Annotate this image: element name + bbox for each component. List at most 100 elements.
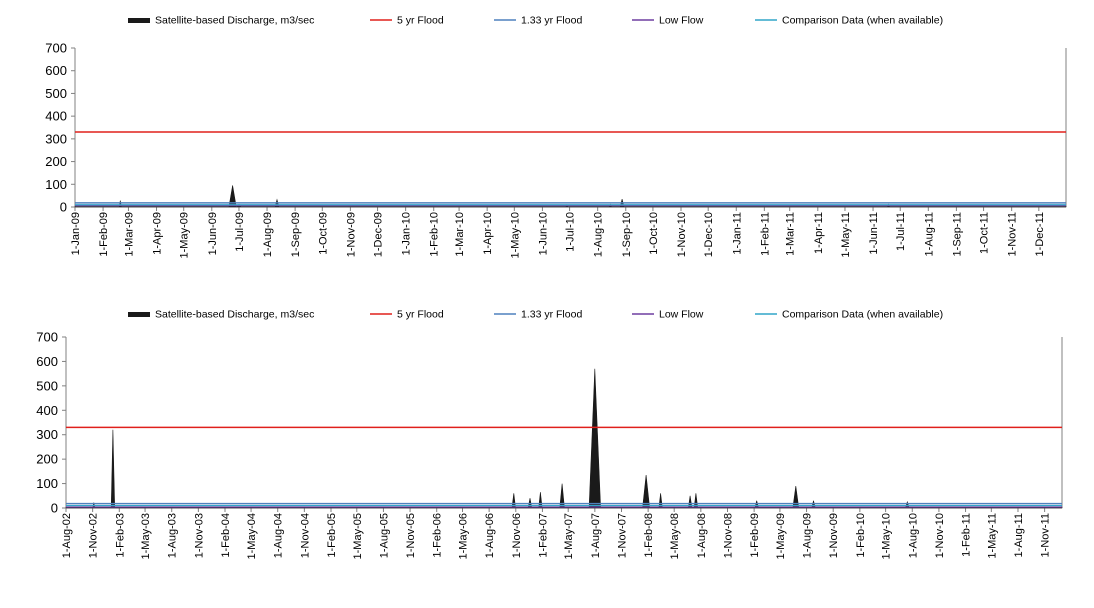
x-tick-label: 1-Jul-10: [565, 212, 577, 252]
x-tick-label: 1-Jul-09: [234, 212, 246, 252]
x-tick-label: 1-May-04: [246, 513, 258, 559]
legend-label-flood133: 1.33 yr Flood: [521, 15, 582, 27]
x-tick-label: 1-Apr-10: [482, 212, 494, 255]
x-tick-label: 1-May-03: [140, 513, 152, 559]
x-tick-label: 1-Apr-09: [152, 212, 164, 255]
y-tick-label: 300: [36, 427, 58, 442]
x-tick-label: 1-Oct-09: [317, 212, 329, 255]
x-tick-label: 1-Aug-10: [593, 212, 605, 257]
x-tick-label: 1-Feb-09: [98, 212, 110, 257]
x-tick-label: 1-May-06: [457, 513, 469, 559]
x-tick-label: 1-Dec-10: [703, 212, 715, 257]
x-tick-label: 1-Feb-05: [326, 513, 338, 558]
x-tick-label: 1-Feb-11: [961, 513, 973, 557]
x-tick-label: 1-May-08: [669, 513, 681, 559]
x-tick-label: 1-Nov-11: [1007, 212, 1019, 256]
x-tick-label: 1-Aug-05: [378, 513, 390, 558]
y-tick-label: 400: [36, 403, 58, 418]
x-tick-label: 1-May-11: [986, 513, 998, 559]
legend-swatch-discharge: [128, 18, 150, 23]
x-tick-label: 1-Jan-09: [70, 212, 82, 255]
y-tick-label: 500: [36, 378, 58, 393]
x-tick-label: 1-Aug-08: [696, 513, 708, 558]
legend-label-lowflow: Low Flow: [659, 15, 704, 27]
x-tick-label: 1-Feb-07: [537, 513, 549, 558]
x-tick-label: 1-Apr-11: [813, 212, 825, 254]
legend-label-discharge: Satellite-based Discharge, m3/sec: [155, 309, 314, 321]
y-tick-label: 500: [45, 86, 67, 101]
discharge-area: [65, 368, 1063, 509]
x-tick-label: 1-Feb-11: [759, 212, 771, 256]
discharge-area: [74, 185, 1067, 208]
x-tick-label: 1-Nov-11: [1040, 513, 1052, 557]
x-tick-label: 1-Nov-09: [828, 513, 840, 558]
x-tick-label: 1-Nov-06: [511, 513, 523, 558]
x-tick-label: 1-Jun-09: [207, 212, 219, 255]
x-tick-label: 1-Nov-10: [934, 513, 946, 558]
x-tick-label: 1-Aug-07: [590, 513, 602, 558]
x-tick-label: 1-Feb-10: [429, 212, 441, 257]
x-tick-label: 1-Dec-09: [373, 212, 385, 257]
legend-label-flood133: 1.33 yr Flood: [521, 309, 582, 321]
x-tick-label: 1-Nov-07: [616, 513, 628, 558]
x-tick-label: 1-Nov-09: [345, 212, 357, 257]
x-tick-label: 1-Jun-10: [537, 212, 549, 255]
x-tick-label: 1-Oct-10: [648, 212, 660, 255]
x-tick-label: 1-May-09: [179, 212, 191, 258]
x-tick-label: 1-Nov-10: [676, 212, 688, 257]
x-tick-label: 1-Nov-08: [722, 513, 734, 558]
x-tick-label: 1-Nov-02: [88, 513, 100, 558]
x-tick-label: 1-Feb-09: [749, 513, 761, 558]
x-tick-label: 1-Aug-09: [802, 513, 814, 558]
y-tick-label: 700: [45, 41, 67, 56]
x-tick-label: 1-Feb-08: [643, 513, 655, 558]
x-tick-label: 1-Aug-06: [484, 513, 496, 558]
y-tick-label: 200: [45, 154, 67, 169]
legend-label-discharge: Satellite-based Discharge, m3/sec: [155, 15, 314, 27]
x-tick-label: 1-Jun-11: [868, 212, 880, 255]
x-tick-label: 1-Mar-11: [785, 212, 797, 256]
x-tick-label: 1-Sep-10: [621, 212, 633, 257]
x-tick-label: 1-Sep-09: [290, 212, 302, 257]
legend-label-flood5: 5 yr Flood: [397, 309, 444, 321]
x-tick-label: 1-Nov-05: [405, 513, 417, 558]
x-tick-label: 1-Aug-11: [1013, 513, 1025, 557]
x-tick-label: 1-Feb-04: [220, 513, 232, 558]
x-tick-label: 1-Aug-10: [907, 513, 919, 558]
x-tick-label: 1-Aug-04: [273, 513, 285, 558]
x-tick-label: 1-May-11: [840, 212, 852, 258]
x-tick-label: 1-Feb-03: [114, 513, 126, 558]
chart-1: Satellite-based Discharge, m3/sec 5 yr Fl…: [45, 15, 1067, 258]
legend-swatch-discharge: [128, 312, 150, 317]
x-tick-label: 1-Aug-11: [923, 212, 935, 256]
legend-label-lowflow: Low Flow: [659, 309, 704, 321]
x-tick-label: 1-May-10: [509, 212, 521, 258]
x-tick-label: 1-Oct-11: [979, 212, 991, 254]
y-tick-label: 700: [36, 330, 58, 345]
x-tick-label: 1-Sep-11: [951, 212, 963, 256]
x-tick-label: 1-May-10: [881, 513, 893, 559]
y-tick-label: 0: [51, 501, 58, 516]
x-tick-label: 1-Aug-09: [262, 212, 274, 257]
x-tick-label: 1-May-09: [775, 513, 787, 559]
y-tick-label: 0: [60, 200, 67, 215]
y-tick-label: 600: [36, 354, 58, 369]
x-tick-label: 1-Aug-02: [61, 513, 73, 558]
y-tick-label: 100: [45, 177, 67, 192]
x-tick-label: 1-Mar-10: [454, 212, 466, 257]
x-tick-label: 1-Feb-06: [432, 513, 444, 558]
y-tick-label: 200: [36, 452, 58, 467]
x-tick-label: 1-Mar-09: [123, 212, 135, 257]
x-tick-label: 1-Feb-10: [855, 513, 867, 558]
x-tick-label: 1-Jul-11: [895, 212, 907, 251]
chart-2: Satellite-based Discharge, m3/sec 5 yr Fl…: [36, 309, 1063, 559]
x-tick-label: 1-Nov-03: [193, 513, 205, 558]
y-tick-label: 400: [45, 109, 67, 124]
legend-label-flood5: 5 yr Flood: [397, 15, 444, 27]
x-tick-label: 1-May-05: [352, 513, 364, 559]
x-tick-label: 1-Dec-11: [1034, 212, 1046, 256]
x-tick-label: 1-Jan-10: [401, 212, 413, 255]
x-tick-label: 1-May-07: [563, 513, 575, 559]
x-tick-label: 1-Aug-03: [167, 513, 179, 558]
